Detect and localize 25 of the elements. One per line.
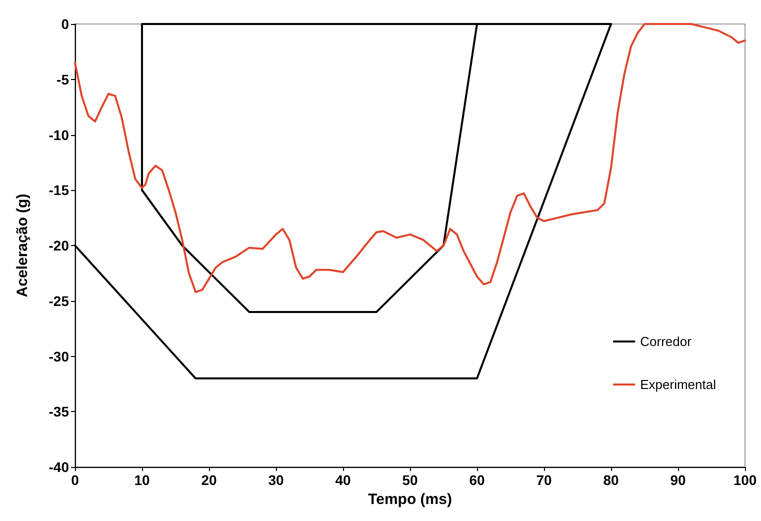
y-tick-label: -30 (48, 348, 70, 364)
x-tick-label: 10 (134, 472, 150, 488)
y-tick-label: 0 (61, 16, 70, 32)
y-tick-label: -40 (48, 459, 70, 475)
x-tick-label: 80 (603, 472, 619, 488)
x-tick-label: 60 (469, 472, 485, 488)
x-tick-label: 100 (733, 472, 757, 488)
x-tick-label: 40 (335, 472, 351, 488)
x-tick-label: 50 (402, 472, 418, 488)
x-tick-label: 0 (71, 472, 80, 488)
y-tick-label: -15 (48, 182, 70, 198)
x-tick-label: 20 (201, 472, 217, 488)
line-series (74, 23, 746, 294)
legend-label: Experimental (640, 377, 716, 392)
x-tick-label: 30 (268, 472, 284, 488)
x-tick-label: 70 (536, 472, 552, 488)
y-tick-label: -35 (48, 404, 70, 420)
y-tick-label: -10 (48, 126, 70, 143)
x-tick-label: 90 (670, 472, 686, 488)
y-tick-label: -20 (48, 238, 70, 254)
x-axis-title: Tempo (ms) (368, 490, 452, 508)
y-tick-label: -25 (48, 292, 70, 309)
y-axis-title: Aceleração (g) (14, 194, 31, 298)
legend-label: Corredor (640, 334, 692, 349)
y-tick-label: -5 (56, 71, 70, 88)
